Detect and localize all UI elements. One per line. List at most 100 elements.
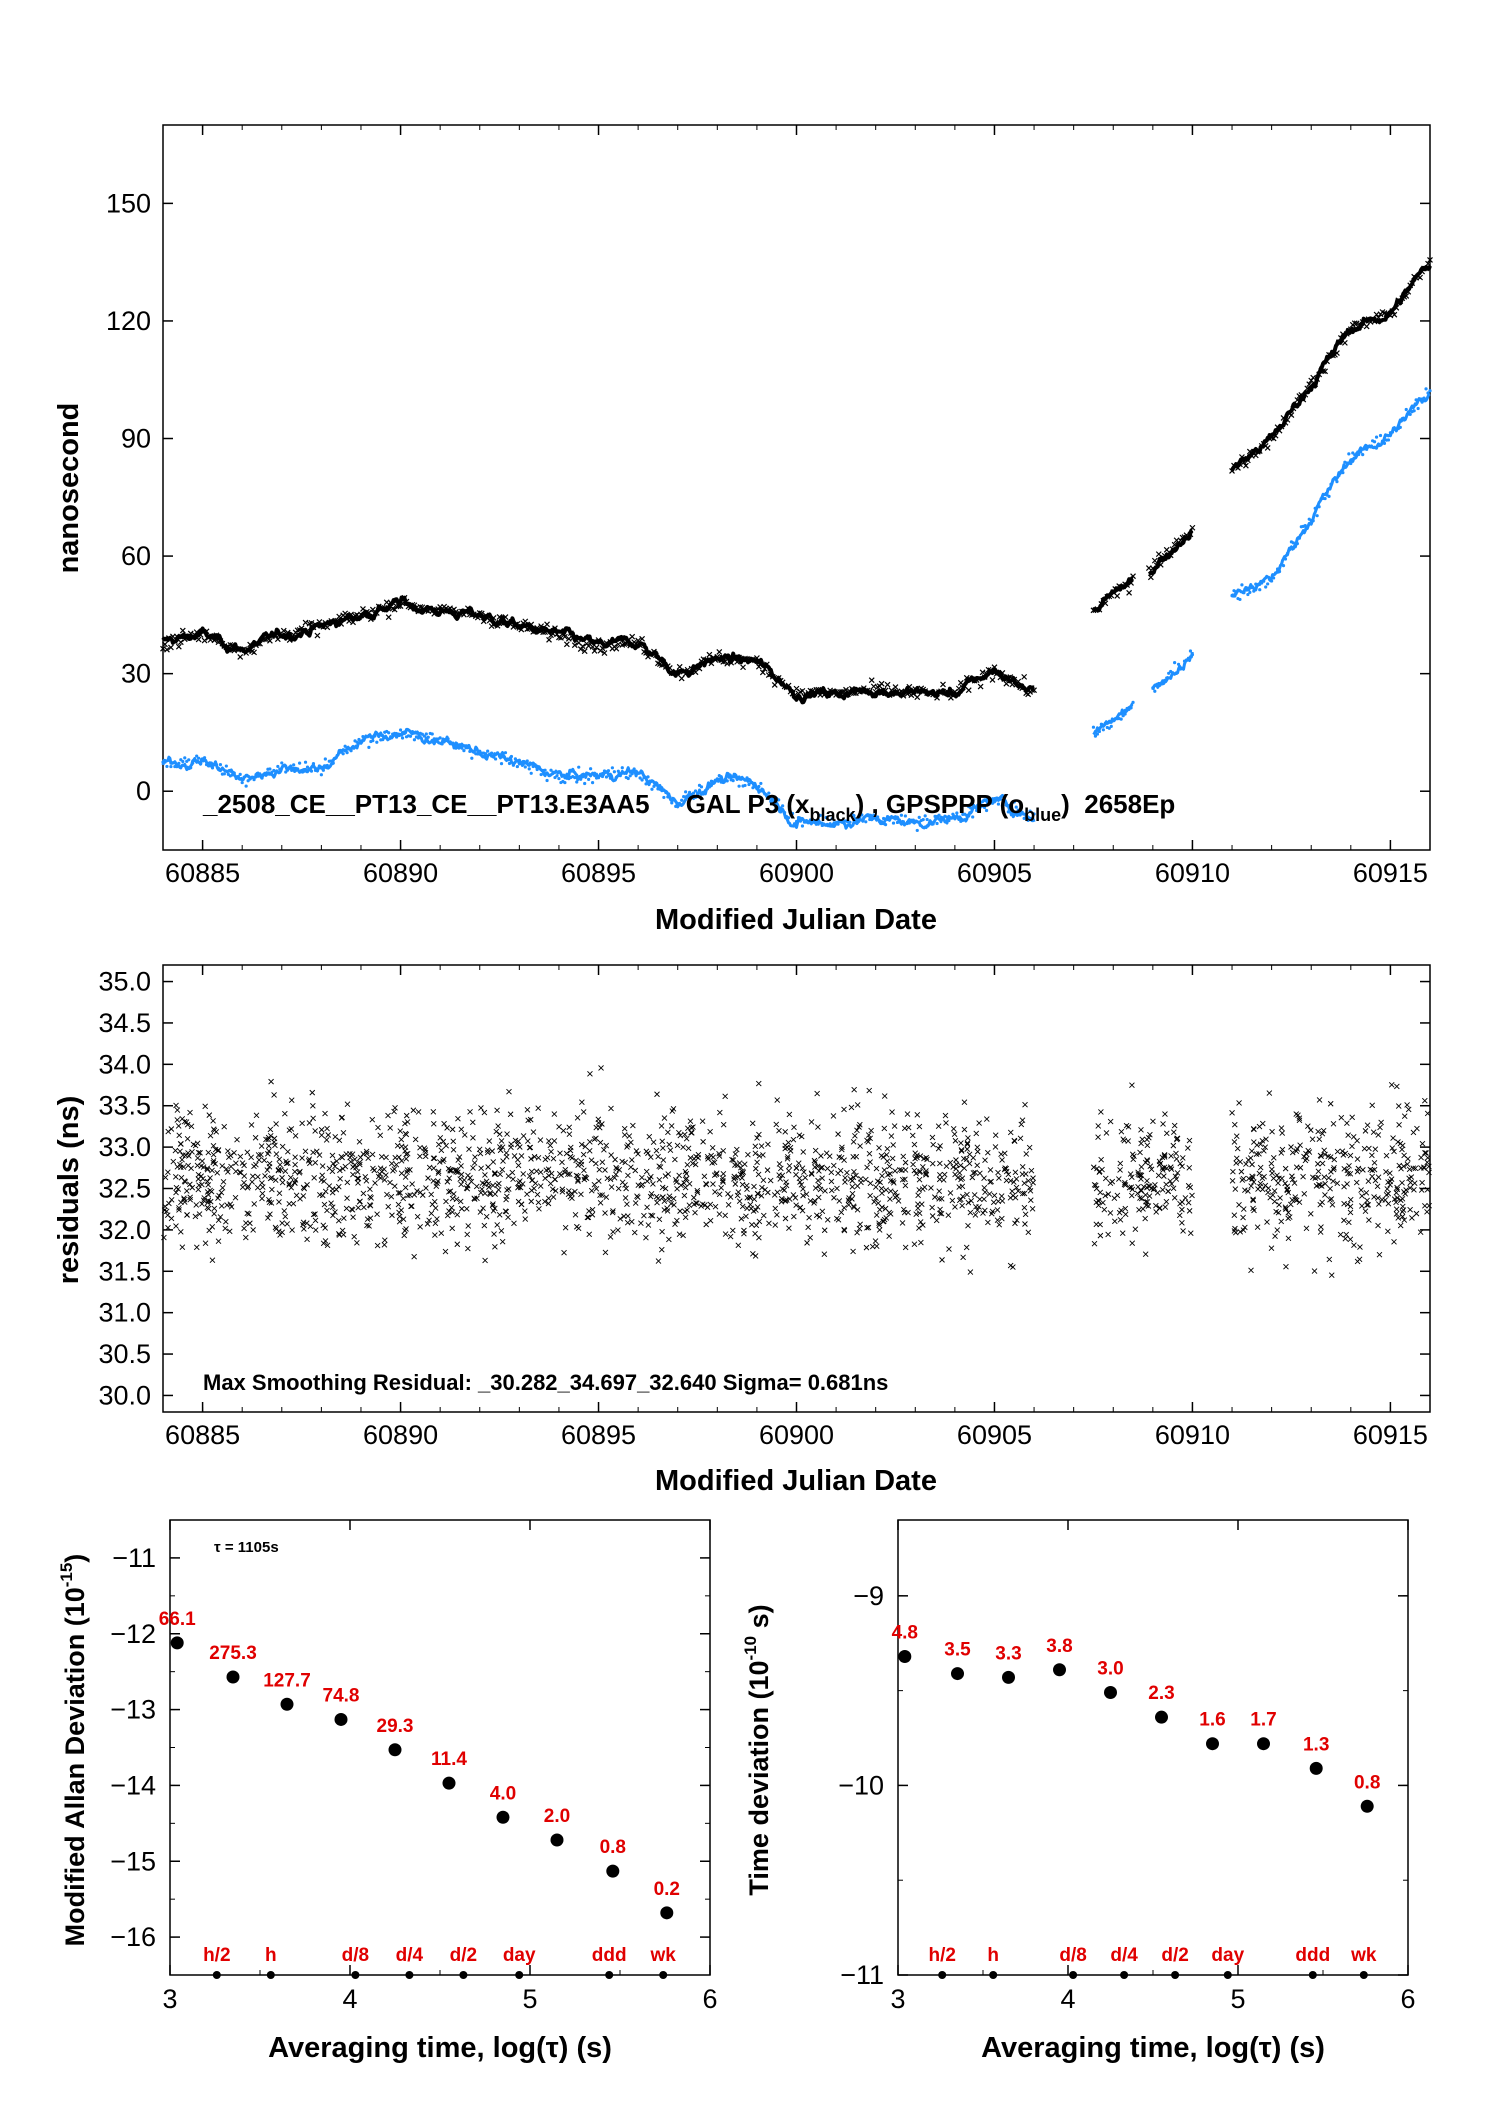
panel2-residual-point bbox=[1019, 1117, 1026, 1124]
panel2-residual-point bbox=[876, 1227, 883, 1233]
panel1-series-1-point bbox=[1414, 398, 1418, 402]
panel1-series-1-point bbox=[543, 768, 547, 772]
panel2-residual-point bbox=[1168, 1181, 1175, 1187]
panel2-residual-point bbox=[269, 1174, 275, 1181]
panel2-residual-point bbox=[741, 1227, 747, 1234]
panel4-marker-label-6: ddd bbox=[1295, 1945, 1330, 1966]
panel2-residual-point bbox=[214, 1169, 221, 1176]
panel1-series-0-point bbox=[1363, 323, 1370, 330]
panel2-residual-point bbox=[461, 1132, 468, 1138]
panel2-residual-point bbox=[310, 1211, 317, 1218]
panel2-residual-point bbox=[1278, 1218, 1285, 1225]
panel2-residual-point bbox=[388, 1193, 395, 1200]
panel1-series-1-point bbox=[680, 798, 684, 802]
panel2-residual-point bbox=[320, 1222, 327, 1229]
panel1-series-1-point bbox=[492, 755, 496, 759]
panel1-series-0-point bbox=[975, 675, 982, 682]
panel2-residual-point bbox=[1296, 1199, 1303, 1205]
panel2-residual-point bbox=[1347, 1152, 1354, 1159]
panel2-residual-point bbox=[646, 1133, 653, 1140]
panel2-residual-point bbox=[754, 1159, 760, 1166]
panel2-residual-point bbox=[279, 1229, 285, 1236]
panel2-residual-point bbox=[430, 1165, 437, 1171]
panel2-residual-point bbox=[324, 1207, 330, 1214]
panel1-series-1-point bbox=[1287, 548, 1292, 552]
panel3-xtick-label-1: 4 bbox=[342, 1984, 357, 2014]
panel2-xtick-label-2: 60895 bbox=[561, 1420, 636, 1450]
panel2-residual-point bbox=[522, 1208, 528, 1214]
panel2-residual-point bbox=[207, 1187, 213, 1194]
panel2-residual-point bbox=[1357, 1244, 1363, 1250]
panel1-series-1-point bbox=[581, 775, 585, 779]
panel2-residual-point bbox=[409, 1181, 415, 1187]
panel2-residual-point bbox=[1010, 1179, 1017, 1185]
panel2-residual-point bbox=[1173, 1136, 1180, 1143]
panel2-residual-point bbox=[433, 1183, 440, 1189]
panel2-residual-point bbox=[1009, 1188, 1015, 1195]
panel1-series-1-point bbox=[771, 797, 775, 802]
panel1-series-1-point bbox=[426, 735, 430, 739]
panel2-residual-point bbox=[965, 1199, 972, 1206]
panel2-residual-point bbox=[383, 1154, 389, 1161]
panel2-residual-point bbox=[974, 1162, 981, 1169]
panel2-residual-point bbox=[813, 1212, 820, 1219]
panel2-residual-point bbox=[803, 1191, 810, 1197]
panel1-series-0-point bbox=[799, 687, 806, 694]
panel2-residual-point bbox=[480, 1205, 486, 1212]
panel2-residual-point bbox=[336, 1232, 343, 1238]
panel2-residual-point bbox=[1289, 1176, 1296, 1183]
panel1-series-1-point bbox=[1240, 583, 1244, 587]
panel2-residual-point bbox=[586, 1148, 593, 1154]
panel1-series-1-point bbox=[988, 798, 993, 802]
panel2-residual-point bbox=[852, 1132, 858, 1139]
panel1-series-0-point bbox=[1425, 260, 1431, 267]
panel2-residual-point bbox=[1396, 1162, 1403, 1169]
panel2-residual-point bbox=[1288, 1144, 1294, 1150]
panel2-residual-point bbox=[201, 1195, 208, 1201]
panel2-residual-point bbox=[638, 1220, 644, 1227]
panel1-series-1-point bbox=[230, 773, 234, 777]
panel2-residual-point bbox=[911, 1167, 918, 1174]
panel1-series-1-point bbox=[402, 730, 407, 734]
panel2-residual-point bbox=[602, 1249, 609, 1256]
panel2-residual-point bbox=[841, 1106, 847, 1113]
panel1-series-1-point bbox=[854, 821, 858, 825]
panel1-series-0-point bbox=[561, 633, 568, 640]
panel1-series-1-point bbox=[478, 749, 482, 753]
panel2-residual-point bbox=[938, 1210, 945, 1217]
panel1-series-0-point bbox=[257, 640, 263, 647]
panel1-series-1-point bbox=[587, 777, 591, 781]
panel1-series-0-point bbox=[288, 635, 295, 642]
panel2-residual-point bbox=[1377, 1124, 1383, 1131]
panel1-series-1-point bbox=[931, 822, 935, 826]
panel2-residual-point bbox=[735, 1242, 742, 1249]
panel2-residual-point bbox=[312, 1227, 319, 1233]
panel1-series-1-point bbox=[798, 819, 803, 823]
panel2-residual-point bbox=[350, 1214, 356, 1220]
panel1-series-0-point bbox=[375, 603, 382, 610]
panel2-residual-point bbox=[242, 1234, 249, 1241]
panel2-residual-point bbox=[713, 1171, 720, 1178]
panel4-point-9 bbox=[1360, 1799, 1374, 1813]
panel2-residual-point bbox=[953, 1165, 959, 1172]
panel2-residual-point bbox=[613, 1171, 619, 1178]
panel1-xtick-label-1: 60890 bbox=[363, 858, 438, 888]
panel2-residual-point bbox=[814, 1090, 820, 1097]
panel1-series-1-point bbox=[315, 769, 320, 773]
panel2-residual-point bbox=[550, 1194, 557, 1200]
panel2-residual-point bbox=[210, 1151, 217, 1158]
panel1-series-0-point bbox=[1019, 685, 1026, 692]
panel4-point-0 bbox=[898, 1650, 912, 1663]
panel2-residual-point bbox=[1155, 1172, 1162, 1179]
panel2-residual-point bbox=[857, 1143, 863, 1149]
panel1-series-1-point bbox=[416, 736, 420, 740]
panel2-xtick-label-6: 60915 bbox=[1353, 1420, 1428, 1450]
panel4-point-7 bbox=[1257, 1737, 1270, 1751]
panel2-residual-point bbox=[1291, 1180, 1298, 1186]
panel2-residual-point bbox=[659, 1228, 665, 1235]
panel2-residual-point bbox=[225, 1148, 231, 1154]
panel2-residual-point bbox=[629, 1157, 635, 1163]
panel2-residual-point bbox=[1236, 1100, 1242, 1106]
panel2-residual-point bbox=[441, 1120, 447, 1127]
panel2-residual-point bbox=[179, 1244, 186, 1250]
